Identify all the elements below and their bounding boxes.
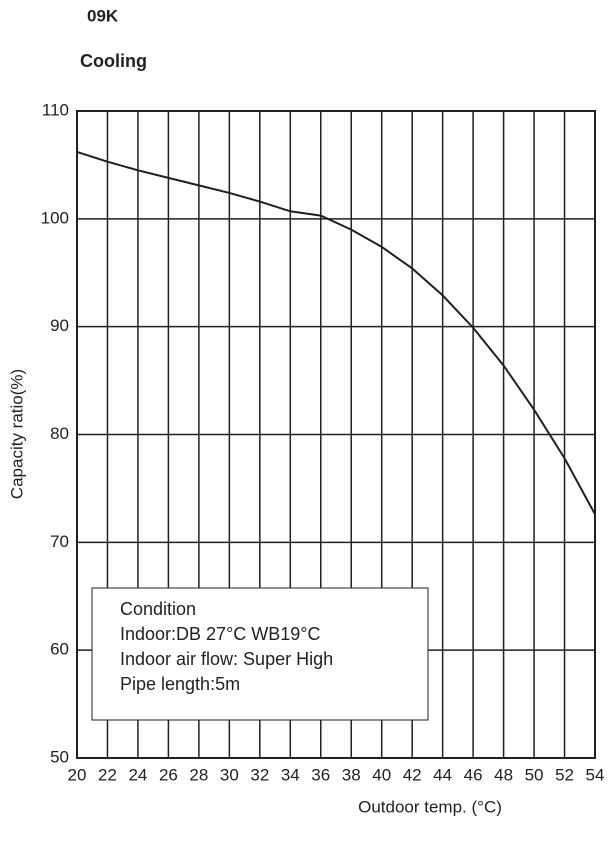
chart-title: Cooling [80,51,147,71]
x-tick-label: 36 [311,765,330,784]
x-tick-label: 46 [464,765,483,784]
condition-text: Indoor air flow: Super High [120,649,333,669]
x-tick-label: 20 [68,765,87,784]
y-tick-label: 100 [41,208,69,227]
x-tick-label: 30 [220,765,239,784]
y-axis-title: Capacity ratio(%) [7,369,26,499]
x-tick-label: 34 [281,765,300,784]
y-tick-label: 60 [50,640,69,659]
x-tick-label: 44 [433,765,452,784]
x-tick-label: 26 [159,765,178,784]
x-tick-label: 48 [494,765,513,784]
x-axis-title: Outdoor temp. (°C) [358,797,502,816]
condition-text: Indoor:DB 27°C WB19°C [120,624,320,644]
y-tick-label: 80 [50,424,69,443]
x-tick-label: 28 [189,765,208,784]
y-tick-label: 90 [50,316,69,335]
x-tick-label: 42 [403,765,422,784]
x-tick-label: 54 [586,765,605,784]
x-tick-label: 24 [128,765,147,784]
x-tick-label: 50 [525,765,544,784]
plot-frame [76,110,596,759]
y-tick-label: 50 [50,747,69,766]
model-label: 09K [87,6,119,25]
x-tick-label: 52 [555,765,574,784]
x-tick-label: 40 [372,765,391,784]
condition-text: Pipe length:5m [120,674,240,694]
data-line [76,151,596,515]
condition-text: Condition [120,599,196,619]
x-tick-label: 32 [250,765,269,784]
x-tick-label: 22 [98,765,117,784]
condition-box [91,587,429,721]
y-tick-label: 70 [50,532,69,551]
x-tick-label: 38 [342,765,361,784]
y-tick-label: 110 [42,100,69,119]
